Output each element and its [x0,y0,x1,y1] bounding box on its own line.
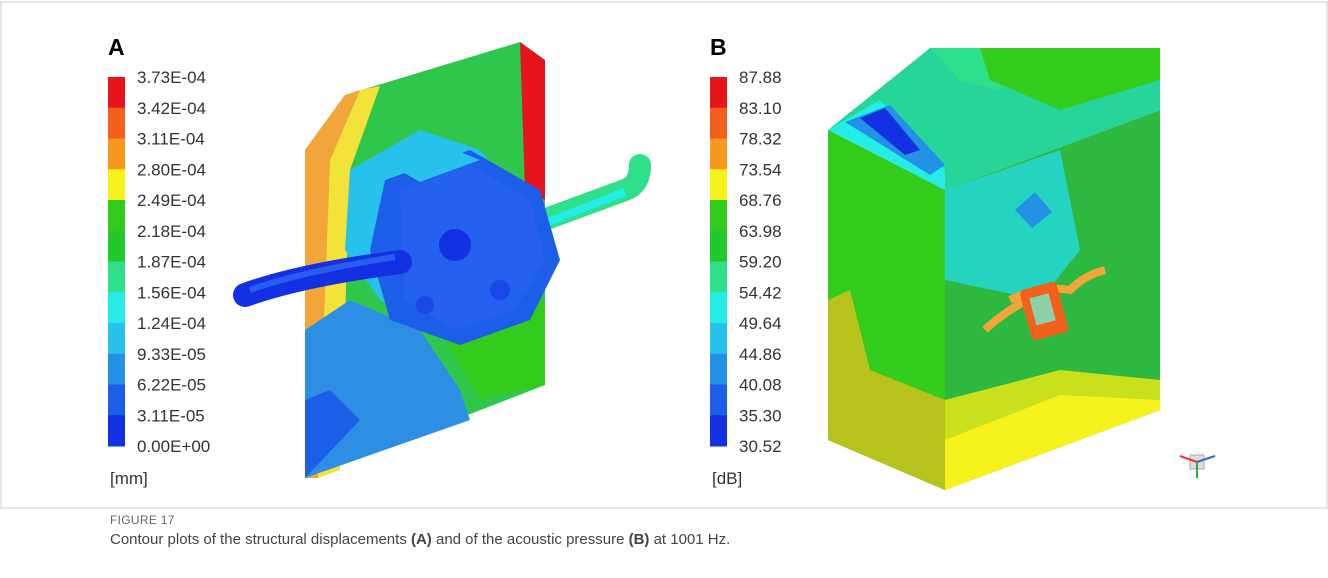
colorbar-band [108,323,125,354]
colorbar-band [710,292,727,323]
unit-label: [dB] [712,469,742,488]
colorbar-label: 40.08 [739,376,782,395]
colorbar-label: 35.30 [739,406,782,425]
caption-text: Contour plots of the structural displace… [110,531,730,548]
panel-label: A [108,34,125,60]
colorbar-label: 1.24E-04 [137,314,206,333]
colorbar-label: 49.64 [739,314,782,333]
colorbar-band [710,323,727,354]
colorbar-band [710,139,727,170]
colorbar-label: 1.56E-04 [137,283,206,302]
colorbar-label: 0.00E+00 [137,437,210,456]
caption-part: Contour plots of the structural displace… [110,531,411,548]
colorbar-label: 68.76 [739,191,782,210]
colorbar-band [108,200,125,231]
colorbar-band [108,292,125,323]
colorbar-label: 54.42 [739,283,782,302]
colorbar-band [108,139,125,170]
colorbar-band [710,262,727,293]
axis-triad [1180,455,1215,478]
caption-part: (A) [411,531,432,548]
caption-part: (B) [629,531,650,548]
colorbar-band [108,108,125,139]
colorbar-band [710,108,727,139]
colorbar-band [108,385,125,416]
colorbar-label: 30.52 [739,437,782,456]
colorbar-band [108,169,125,200]
colorbar-band [710,354,727,385]
caption-part: at 1001 Hz. [649,531,730,548]
colorbar-band [108,354,125,385]
colorbar-band [108,415,125,446]
colorbar-band [710,169,727,200]
colorbar-band [710,200,727,231]
page: A 3.73E-04 3.42E-04 3.11E-04 2.80E-04 2.49E-0… [0,0,1328,578]
colorbar-label: 73.54 [739,160,782,179]
colorbar-band [710,385,727,416]
panel-label: B [710,34,727,60]
caption-part: and of the acoustic pressure [432,531,629,548]
acoustic-model [828,48,1160,490]
displacement-model [245,42,640,478]
colorbar-label: 3.73E-04 [137,68,206,87]
colorbar-label: 3.42E-04 [137,99,206,118]
colorbar-label: 63.98 [739,222,782,241]
colorbar-label: 2.18E-04 [137,222,206,241]
figure: A 3.73E-04 3.42E-04 3.11E-04 2.80E-04 2.49E-0… [0,0,1328,510]
colorbar-label: 6.22E-05 [137,376,206,395]
colorbar-band [108,231,125,262]
colorbar-label: 78.32 [739,130,782,149]
colorbar-label: 87.88 [739,68,782,87]
colorbar-label: 59.20 [739,253,782,272]
figure-number: FIGURE 17 [110,513,175,527]
colorbar-label: 2.80E-04 [137,160,206,179]
colorbar-label: 83.10 [739,99,782,118]
colorbar-label: 3.11E-04 [137,130,205,149]
colorbar-label: 1.87E-04 [137,253,206,272]
colorbar-band [710,415,727,446]
colorbar-label: 2.49E-04 [137,191,206,210]
unit-label: [mm] [110,469,148,488]
colorbar-band [710,77,727,108]
colorbar-band [108,262,125,293]
colorbar-band [108,77,125,108]
colorbar-label: 44.86 [739,345,782,364]
colorbar-label: 3.11E-05 [137,406,205,425]
colorbar-label: 9.33E-05 [137,345,206,364]
colorbar-band [710,231,727,262]
